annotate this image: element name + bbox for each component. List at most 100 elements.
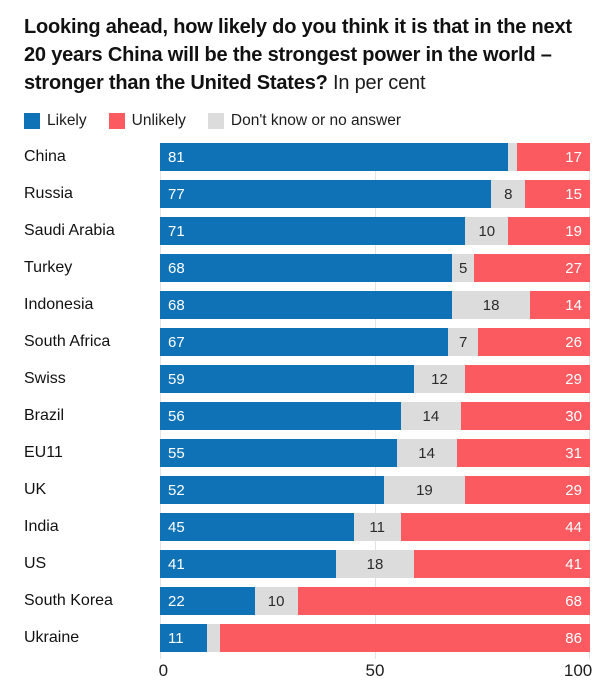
legend-item-dontknow: Don't know or no answer xyxy=(207,112,401,130)
bar-track: 67 7 26 xyxy=(160,328,590,356)
bar-segment-dontknow: 11 xyxy=(353,513,401,541)
bar-segment-likely: 71 xyxy=(160,217,466,245)
bar-value-label: 11 xyxy=(168,629,184,647)
row-label: Brazil xyxy=(24,407,65,424)
bar-value-label: 17 xyxy=(565,148,582,166)
bar-value-label: 12 xyxy=(431,370,448,388)
bar-value-label: 22 xyxy=(168,592,185,610)
chart-title-unit: In per cent xyxy=(333,72,426,94)
bar-segment-dontknow: 10 xyxy=(254,587,298,615)
row-label: Russia xyxy=(24,185,73,202)
bar-segment-likely: 22 xyxy=(160,587,255,615)
bar-value-label: 27 xyxy=(565,259,582,277)
bar-track: 68 5 27 xyxy=(160,254,590,282)
bar-value-label: 10 xyxy=(267,592,285,610)
row-label: Turkey xyxy=(24,259,73,276)
row-label: China xyxy=(24,148,66,165)
bar-value-label: 11 xyxy=(369,518,385,536)
row-label: Indonesia xyxy=(24,296,94,313)
legend: Likely Unlikely Don't know or no answer xyxy=(24,110,590,132)
bar-track: 41 18 41 xyxy=(160,550,590,578)
chart-row: Turkey 68 5 27 xyxy=(24,254,590,282)
bar-segment-likely: 68 xyxy=(160,291,453,319)
bar-segment-likely: 68 xyxy=(160,254,453,282)
bar-segment-dontknow: 19 xyxy=(383,476,466,504)
bar-segment-unlikely: 26 xyxy=(478,328,590,356)
bar-segment-unlikely: 31 xyxy=(456,439,590,467)
legend-item-unlikely: Unlikely xyxy=(108,112,186,130)
chart-area: China 81 17 Russia 77 8 15 Saudi Arabia 71 10 19 Tu… xyxy=(24,143,593,680)
bar-segment-unlikely: 44 xyxy=(400,513,590,541)
bar-segment-unlikely: 19 xyxy=(508,217,590,245)
bar-value-label: 14 xyxy=(565,296,582,314)
bar-segment-dontknow: 14 xyxy=(396,439,457,467)
bar-value-label: 14 xyxy=(422,407,440,425)
bar-track: 22 10 68 xyxy=(160,587,590,615)
bar-track: 11 86 xyxy=(160,624,590,652)
bar-track: 59 12 29 xyxy=(160,365,590,393)
bar-value-label: 30 xyxy=(565,407,582,425)
bar-value-label: 81 xyxy=(168,148,185,166)
legend-label: Likely xyxy=(47,112,87,129)
chart-row: Saudi Arabia 71 10 19 xyxy=(24,217,590,245)
bar-track: 45 11 44 xyxy=(160,513,590,541)
row-label: Swiss xyxy=(24,370,66,387)
legend-swatch-unlikely-icon xyxy=(108,113,125,129)
legend-label: Unlikely xyxy=(131,112,186,129)
chart-row: China 81 17 xyxy=(24,143,590,171)
bar-value-label: 19 xyxy=(416,481,433,499)
bar-segment-dontknow: 18 xyxy=(336,550,414,578)
bar-value-label: 59 xyxy=(168,370,185,388)
row-label: South Africa xyxy=(24,333,111,350)
bar-value-label: 18 xyxy=(482,296,500,314)
row-label: Saudi Arabia xyxy=(24,222,115,239)
bar-segment-dontknow: 18 xyxy=(452,291,530,319)
bar-segment-unlikely: 27 xyxy=(473,254,590,282)
bar-value-label: 10 xyxy=(478,222,496,240)
x-axis-tick: 100 xyxy=(563,661,593,680)
bar-value-label: 26 xyxy=(565,333,582,351)
chart-row: Indonesia 68 18 14 xyxy=(24,291,590,319)
bar-segment-unlikely: 29 xyxy=(465,365,590,393)
bar-value-label: 56 xyxy=(168,407,185,425)
x-axis: 0 50 100 xyxy=(158,661,593,680)
bar-segment-likely: 41 xyxy=(160,550,337,578)
bar-segment-unlikely: 68 xyxy=(297,587,590,615)
chart-title-question: Looking ahead, how likely do you think i… xyxy=(24,16,572,94)
bar-segment-dontknow: 12 xyxy=(413,365,466,393)
bar-value-label: 67 xyxy=(168,333,185,351)
chart-row: Swiss 59 12 29 xyxy=(24,365,590,393)
bar-segment-unlikely: 86 xyxy=(220,624,590,652)
bar-track: 56 14 30 xyxy=(160,402,590,430)
bar-value-label: 71 xyxy=(168,222,185,240)
row-label: South Korea xyxy=(24,592,113,609)
bar-track: 52 19 29 xyxy=(160,476,590,504)
bar-segment-unlikely: 17 xyxy=(516,143,590,171)
chart-row: UK 52 19 29 xyxy=(24,476,590,504)
row-label: EU11 xyxy=(24,444,63,461)
chart-row: Brazil 56 14 30 xyxy=(24,402,590,430)
chart-row: EU11 55 14 31 xyxy=(24,439,590,467)
bar-track: 68 18 14 xyxy=(160,291,590,319)
bar-value-label: 19 xyxy=(565,222,582,240)
legend-swatch-likely-icon xyxy=(24,113,40,129)
bar-value-label: 44 xyxy=(565,518,582,536)
row-label: India xyxy=(24,518,59,535)
bar-track: 71 10 19 xyxy=(160,217,590,245)
row-label: US xyxy=(24,555,47,572)
x-axis-tick: 0 xyxy=(158,661,169,680)
bar-segment-dontknow: 7 xyxy=(448,328,479,356)
bar-segment-likely: 45 xyxy=(160,513,354,541)
chart-row: South Africa 67 7 26 xyxy=(24,328,590,356)
bar-value-label: 41 xyxy=(565,555,582,573)
bar-value-label: 77 xyxy=(168,185,185,203)
bar-value-label: 68 xyxy=(168,296,185,314)
bar-segment-unlikely: 30 xyxy=(460,402,590,430)
bar-value-label: 7 xyxy=(458,333,468,351)
legend-swatch-dontknow-icon xyxy=(207,113,224,129)
bar-value-label: 15 xyxy=(565,185,582,203)
bar-value-label: 31 xyxy=(565,444,582,462)
bar-segment-dontknow xyxy=(508,143,517,171)
chart-rows: China 81 17 Russia 77 8 15 Saudi Arabia 71 10 19 Tu… xyxy=(24,143,590,652)
